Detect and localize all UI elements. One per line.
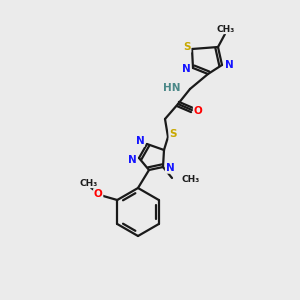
Text: S: S [183,42,191,52]
Text: N: N [128,155,136,165]
Text: O: O [194,106,202,116]
Text: N: N [166,163,174,173]
Text: O: O [94,189,103,199]
Text: N: N [182,64,190,74]
Text: N: N [225,60,233,70]
Text: CH₃: CH₃ [79,178,97,188]
Text: N: N [136,136,144,146]
Text: CH₃: CH₃ [182,175,200,184]
Text: CH₃: CH₃ [217,25,235,34]
Text: S: S [169,129,177,139]
Text: HN: HN [164,83,181,93]
